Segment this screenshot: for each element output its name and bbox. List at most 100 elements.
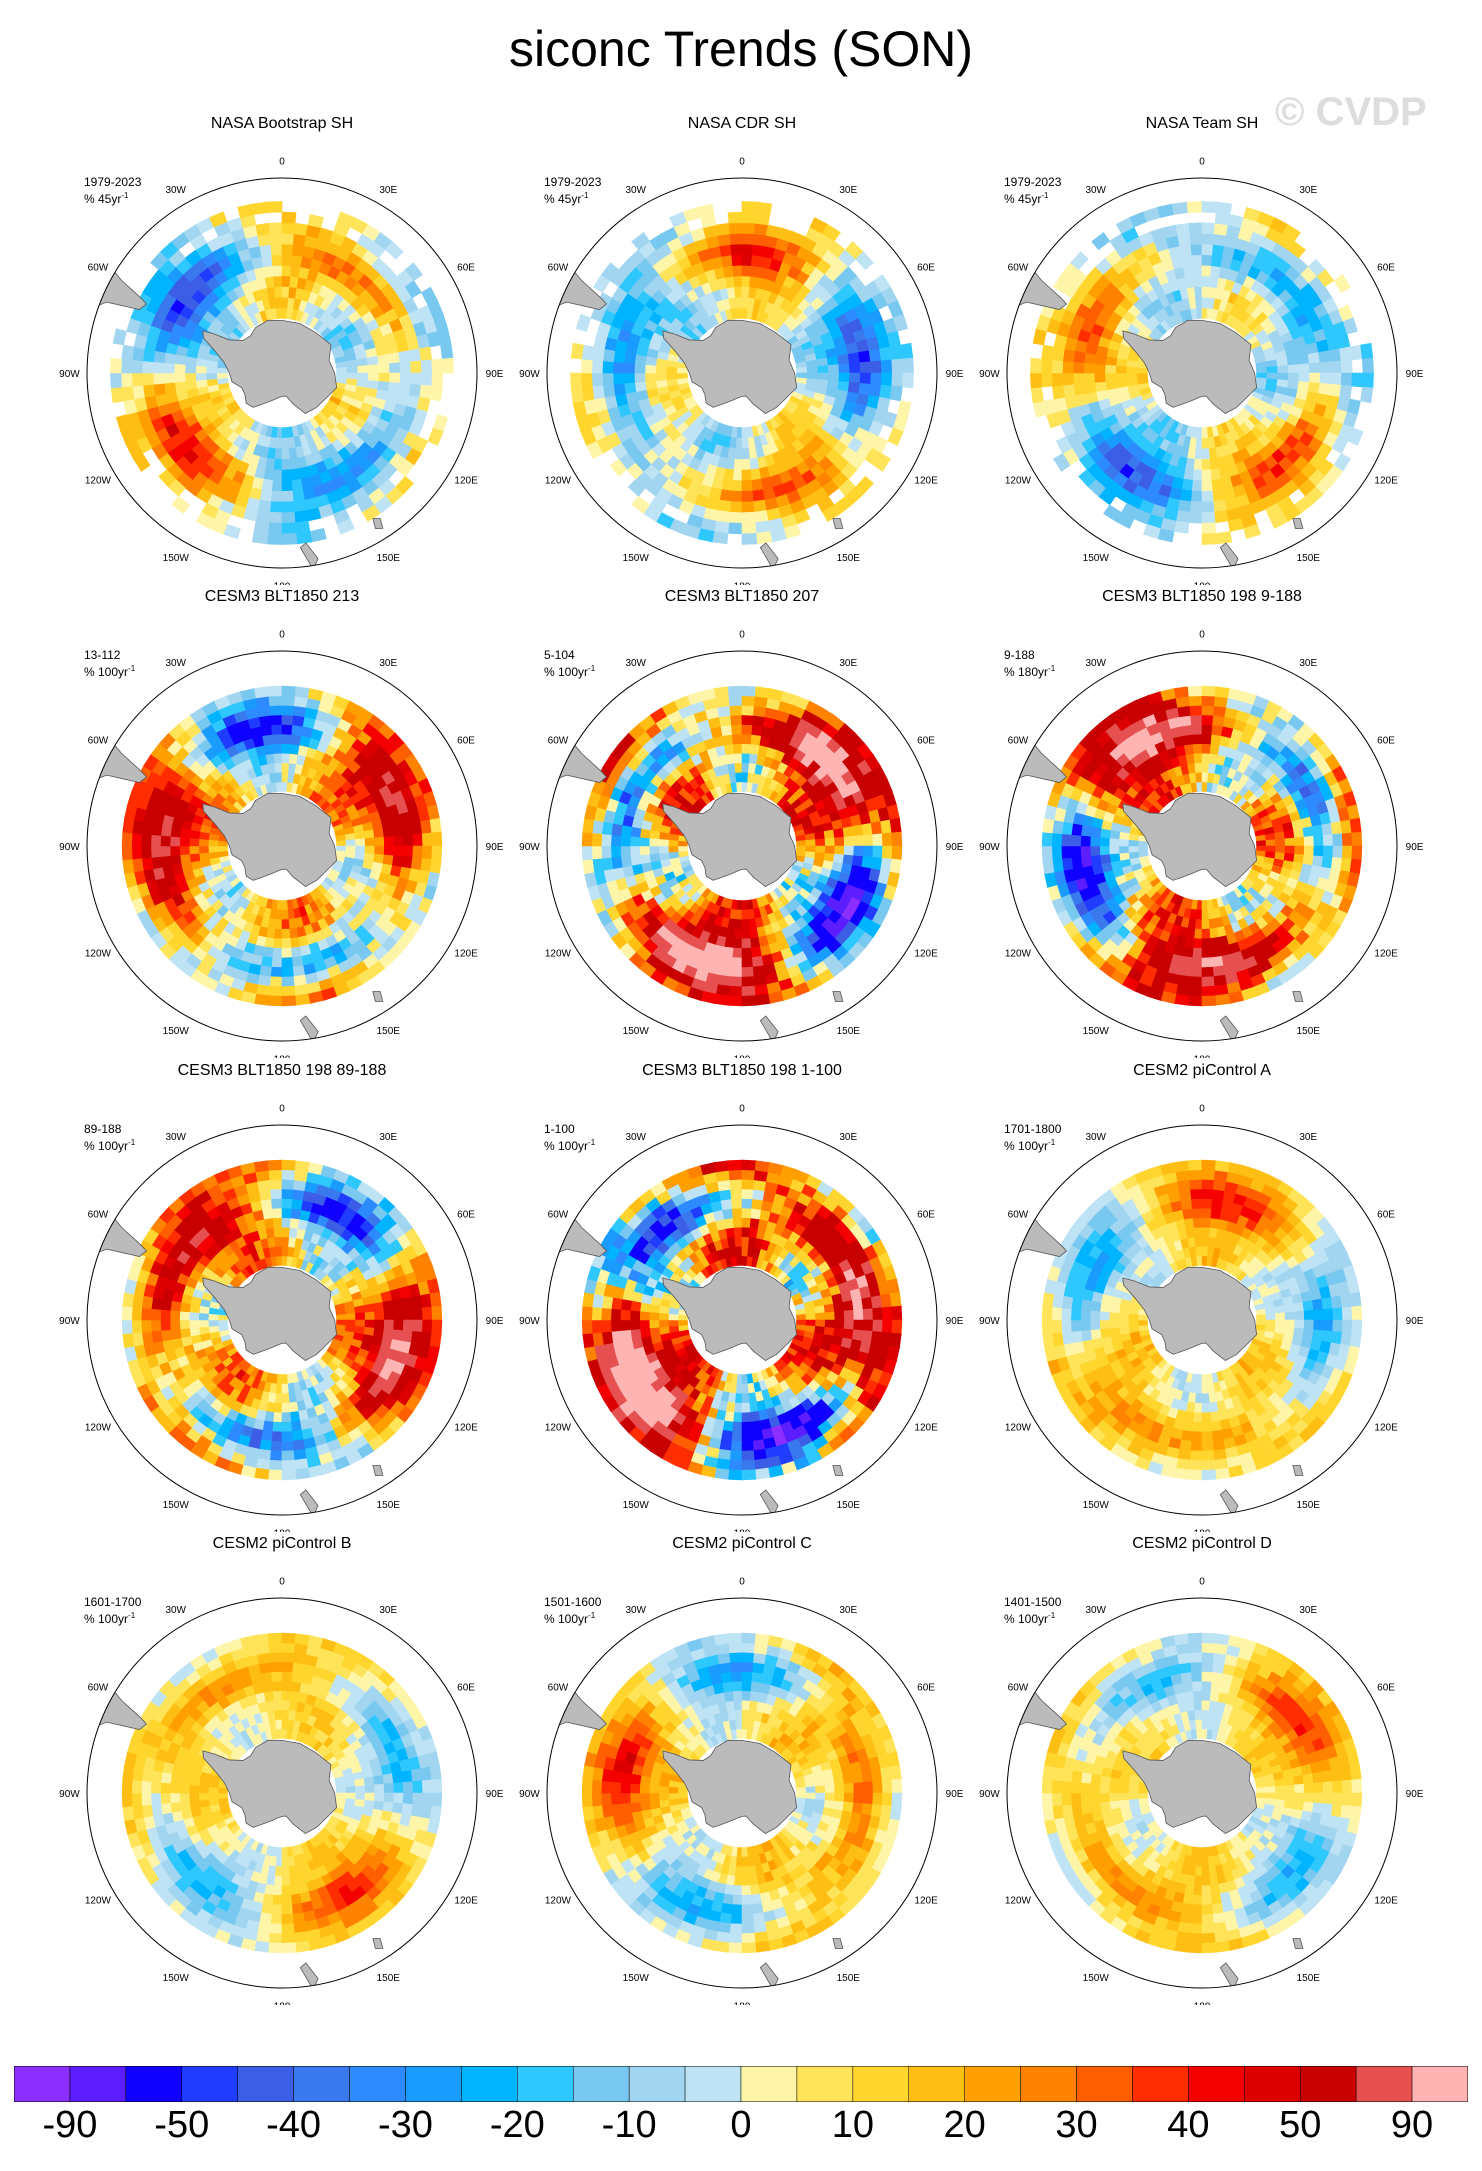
trend-units: % 100yr-1 <box>544 664 596 679</box>
trend-cell <box>257 974 271 987</box>
trend-cell <box>1297 353 1310 365</box>
trend-cell <box>271 724 283 735</box>
trend-cell <box>1099 836 1110 847</box>
trend-cell <box>1266 366 1279 374</box>
trend-cell <box>1191 947 1203 959</box>
trend-cell <box>1351 831 1363 847</box>
trend-cell <box>1194 762 1203 773</box>
trend-cell <box>1208 927 1219 939</box>
trend-cell <box>281 427 289 439</box>
trend-cell <box>272 264 283 277</box>
trend-cell <box>741 995 757 1007</box>
trend-cell <box>889 858 902 875</box>
trend-cell <box>859 361 872 374</box>
trend-cell <box>889 344 903 361</box>
trend-cell <box>631 495 651 514</box>
trend-cell <box>198 1326 210 1335</box>
trend-cell <box>1061 372 1074 386</box>
antarctica-landmass <box>202 319 338 415</box>
trend-cell <box>1201 752 1211 764</box>
trend-cell <box>570 386 584 404</box>
trend-cell <box>862 845 874 858</box>
trend-cell <box>209 211 228 228</box>
trend-cell <box>1185 753 1196 765</box>
trend-cell <box>827 364 840 374</box>
trend-cell <box>1275 838 1286 847</box>
trend-cell <box>291 489 305 502</box>
trend-cell <box>713 520 730 534</box>
trend-cell <box>281 437 289 450</box>
polar-map: 030E60E90E120E150E180150W120W90W60W30W <box>519 156 964 585</box>
trend-cell <box>1196 781 1203 792</box>
trend-cell <box>838 372 851 383</box>
longitude-label: 30W <box>165 658 186 669</box>
trend-cell <box>268 222 283 235</box>
trend-cell <box>131 372 144 387</box>
period-range: 1979-2023 <box>84 175 142 189</box>
trend-cell <box>195 372 207 381</box>
trend-cell <box>741 211 757 224</box>
trend-cell <box>1030 357 1042 374</box>
longitude-label: 90E <box>946 369 964 380</box>
trend-cell <box>741 480 753 492</box>
longitude-label: 60W <box>88 736 109 747</box>
trend-cell <box>610 822 623 836</box>
trend-cell <box>725 753 736 765</box>
trend-cell <box>1210 468 1222 481</box>
trend-cell <box>115 414 132 433</box>
trend-cell <box>410 360 423 374</box>
trend-cell <box>257 233 272 247</box>
trend-cell <box>1282 223 1301 242</box>
trend-cell <box>121 845 133 861</box>
trend-cell <box>402 845 414 858</box>
trend-cell <box>591 845 603 860</box>
trend-cell <box>410 821 423 835</box>
trend-cell <box>1042 817 1055 834</box>
trend-cell <box>273 1402 283 1414</box>
trend-cell <box>269 501 283 514</box>
trend-cell <box>1193 275 1203 288</box>
trend-cell <box>421 832 433 847</box>
trend-cell <box>727 762 736 774</box>
trend-cell <box>1201 947 1213 959</box>
trend-cell <box>273 928 283 940</box>
trend-cell <box>374 845 385 856</box>
longitude-label: 0 <box>1199 629 1205 640</box>
trend-cell <box>1178 714 1192 727</box>
trend-cell <box>733 752 743 764</box>
trend-cell <box>356 357 369 367</box>
trend-cell <box>268 695 283 707</box>
trend-cell <box>1051 359 1064 374</box>
trend-cell <box>658 845 669 854</box>
trend-cell <box>272 743 283 754</box>
trend-cell <box>1213 705 1227 718</box>
trend-cell <box>717 233 732 247</box>
trend-cell <box>141 360 154 374</box>
trend-cell <box>570 372 582 389</box>
trend-cell <box>741 437 749 450</box>
trend-cell <box>1277 372 1289 381</box>
trend-cell <box>741 714 754 726</box>
trend-cell <box>734 919 743 930</box>
trend-cell <box>720 955 733 968</box>
trend-cell <box>1191 733 1203 745</box>
trend-cell <box>1201 714 1214 726</box>
trend-cell <box>741 919 750 930</box>
trend-cell <box>1125 372 1138 380</box>
trend-cell <box>727 995 743 1007</box>
trend-cell <box>1275 845 1286 854</box>
trend-cell <box>1211 478 1223 492</box>
trend-cell <box>623 382 637 394</box>
trend-cell <box>281 704 295 716</box>
trend-cell <box>1243 523 1262 540</box>
trend-cell <box>902 357 914 374</box>
trend-cell <box>281 511 296 524</box>
trend-cell <box>1201 243 1214 256</box>
trend-cell <box>398 350 411 364</box>
trend-cell <box>1194 448 1203 460</box>
trend-cell <box>1194 286 1203 298</box>
trend-cell <box>281 900 288 911</box>
longitude-label: 150E <box>1297 1026 1321 1037</box>
trend-cell <box>1211 955 1224 968</box>
